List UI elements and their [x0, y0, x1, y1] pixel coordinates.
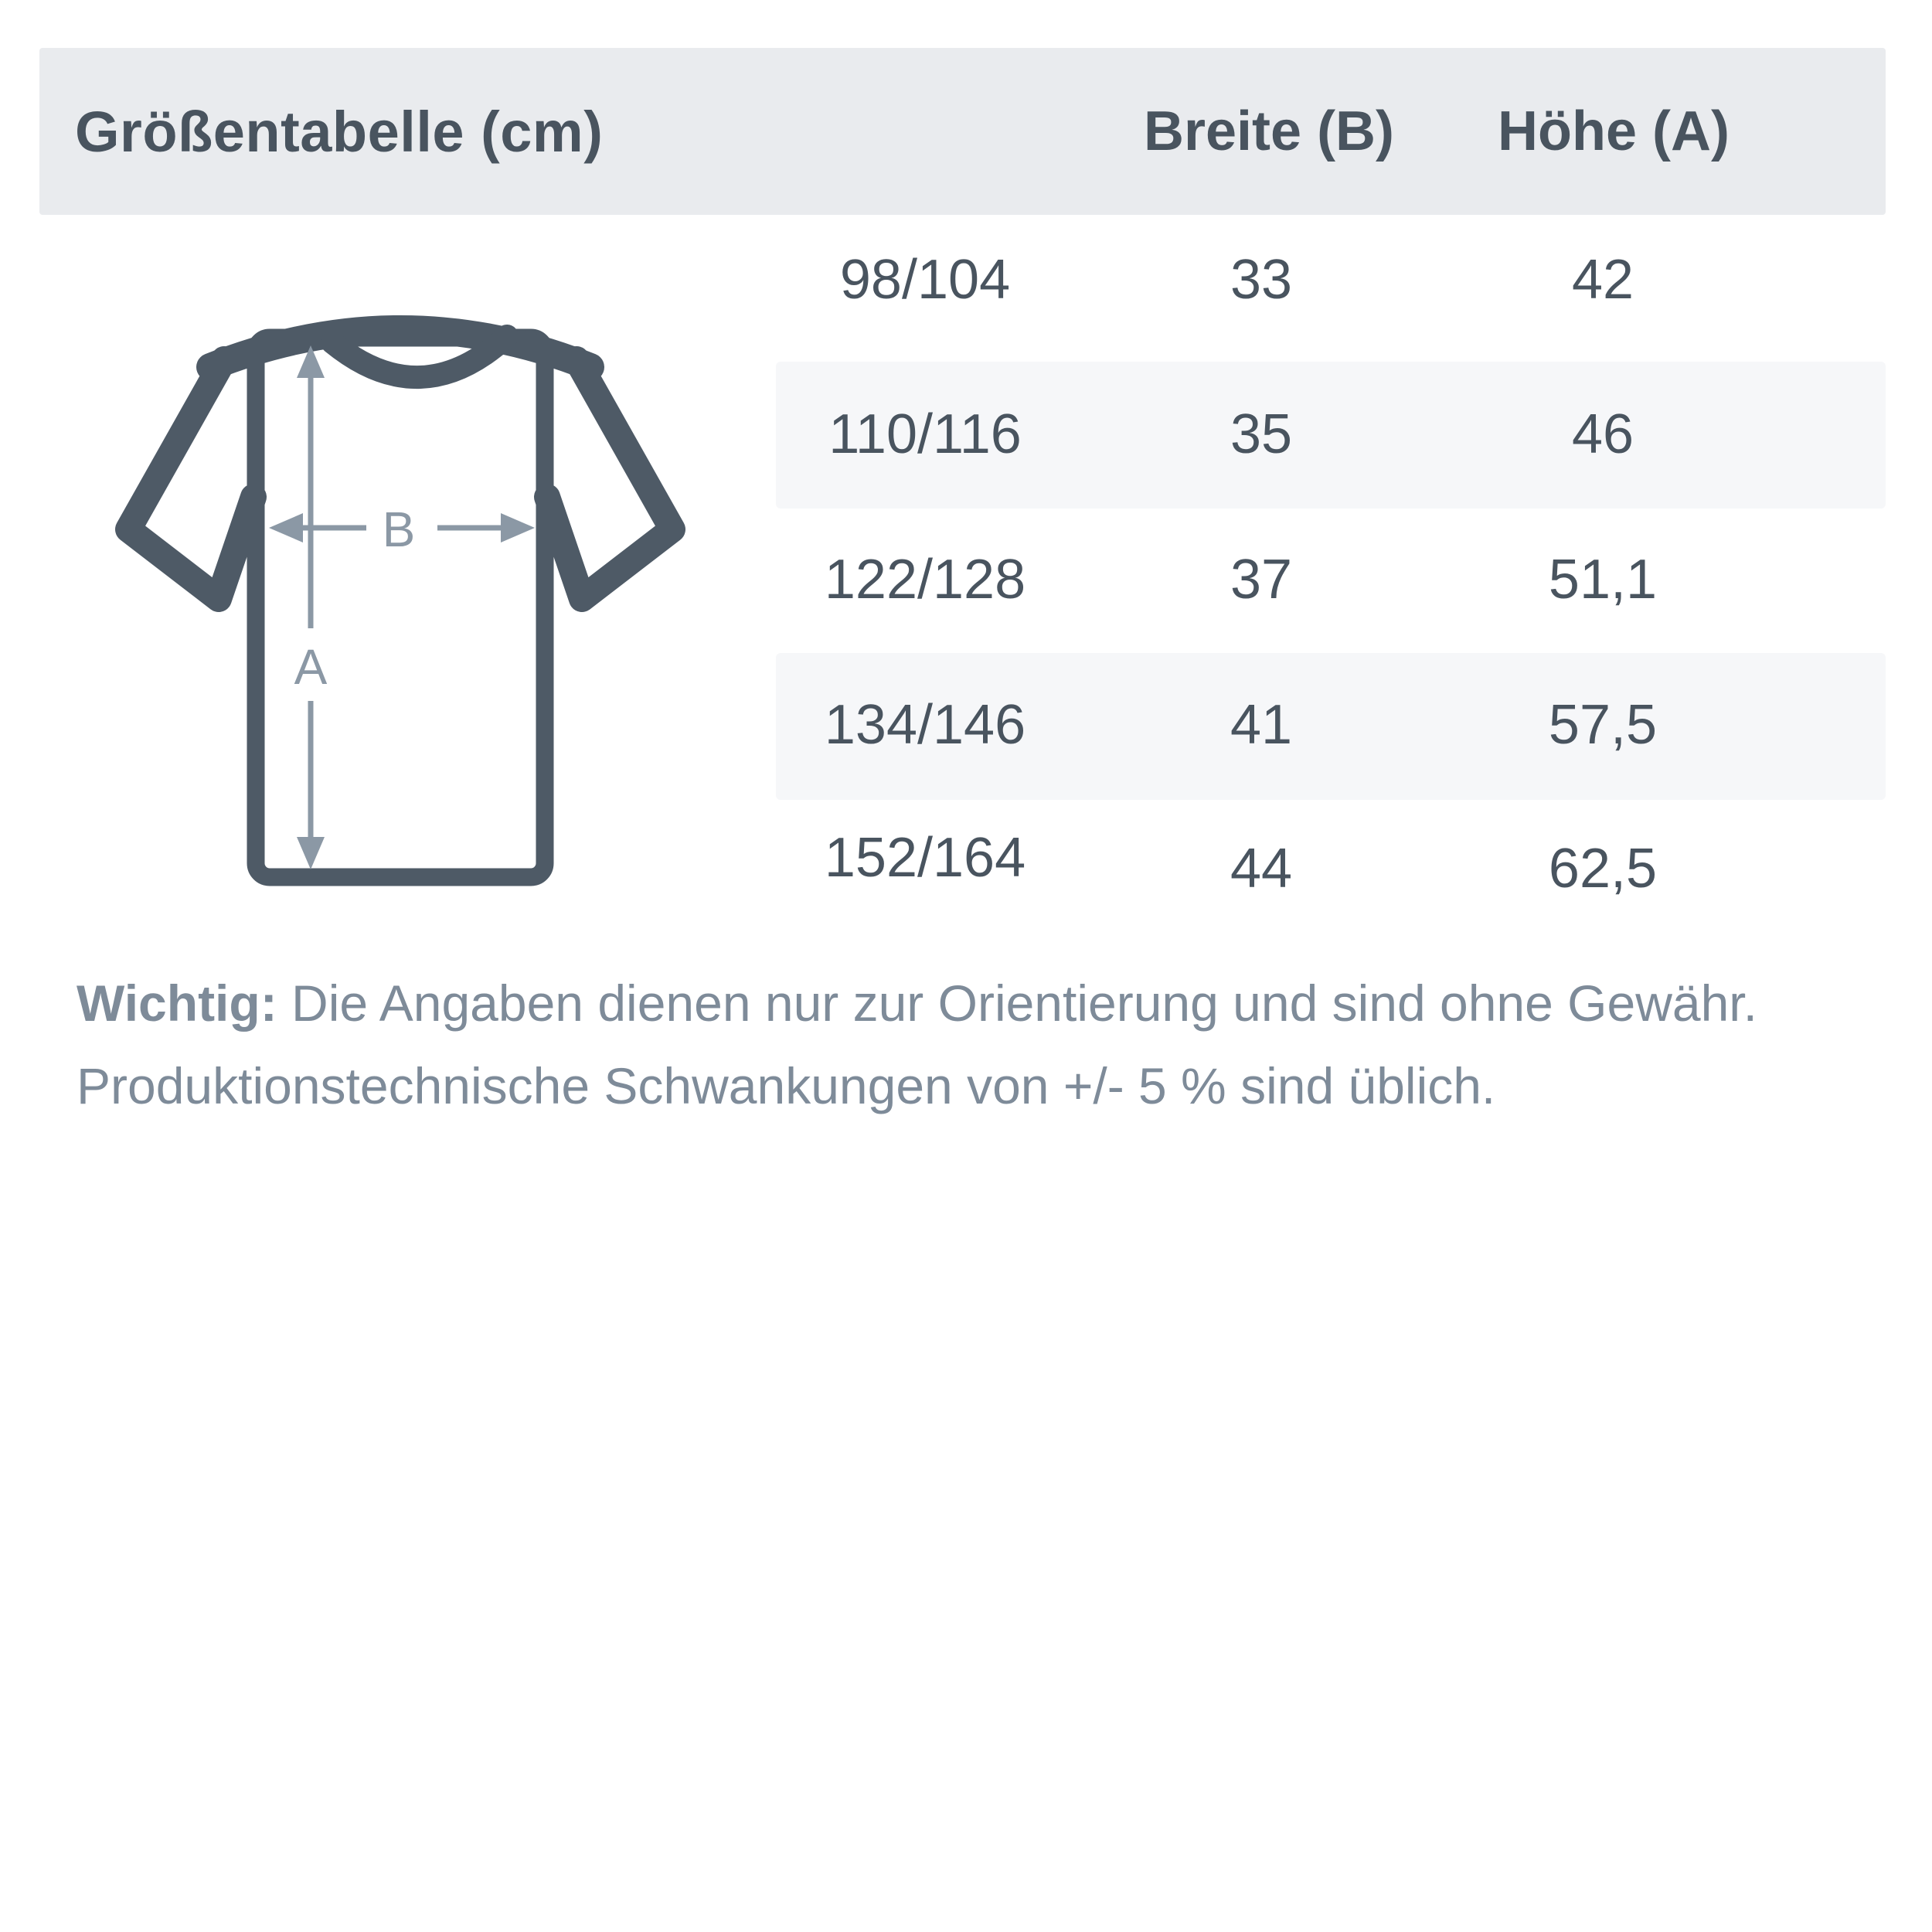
- size-value: 134/146: [824, 694, 1026, 756]
- height-label-a: A: [294, 639, 328, 695]
- size-value: 98/104: [839, 249, 1011, 311]
- note-line-2: Produktionstechnische Schwankungen von +…: [77, 1057, 1496, 1114]
- row-stripe: [776, 362, 1886, 509]
- collar: [321, 325, 519, 389]
- arrow-right-icon: [501, 513, 535, 543]
- arrow-down-icon: [297, 837, 325, 869]
- hoehe-value: 57,5: [1548, 694, 1658, 756]
- hoehe-value: 46: [1571, 403, 1634, 465]
- arrow-up-icon: [297, 345, 325, 378]
- width-label-b: B: [383, 502, 416, 557]
- size-value: 122/128: [824, 549, 1026, 611]
- b-arrow-shaft: [300, 525, 366, 531]
- measurement-arrows: A B: [269, 345, 535, 869]
- tshirt-icon: A B: [115, 315, 685, 886]
- row-stripe: [776, 653, 1886, 800]
- right-sleeve: [534, 346, 685, 612]
- note-line-1-text: Die Angaben dienen nur zur Orientierung …: [277, 975, 1757, 1032]
- hoehe-value: 51,1: [1548, 549, 1658, 611]
- arrow-left-icon: [269, 513, 303, 543]
- shoulder-band: [196, 315, 604, 381]
- tshirt-measurement-diagram: A B: [77, 298, 711, 908]
- table-header-band: Größentabelle (cm) Breite (B) Höhe (A): [39, 48, 1886, 215]
- table-row: 134/146 41 57,5: [0, 652, 1932, 798]
- column-header-hoehe: Höhe (A): [1498, 100, 1730, 162]
- breite-value: 35: [1230, 403, 1293, 465]
- note-line-1: Wichtig: Die Angaben dienen nur zur Orie…: [77, 962, 1900, 1045]
- breite-value: 37: [1230, 549, 1293, 611]
- column-header-breite: Breite (B): [1143, 100, 1395, 162]
- disclaimer-note: Wichtig: Die Angaben dienen nur zur Orie…: [77, 962, 1900, 1128]
- a-arrow-shaft: [308, 701, 314, 842]
- page-title: Größentabelle (cm): [75, 99, 604, 164]
- table-row: 110/116 35 46: [0, 362, 1932, 507]
- size-value: 110/116: [828, 403, 1022, 465]
- table-row: 122/128 37 51,1: [0, 507, 1932, 652]
- breite-value: 33: [1230, 249, 1293, 311]
- size-value: 152/164: [824, 827, 1026, 889]
- left-sleeve: [115, 346, 267, 612]
- table-row: 152/164 44 62,5: [0, 785, 1932, 930]
- note-important-label: Wichtig:: [77, 975, 277, 1032]
- breite-value: 41: [1230, 694, 1293, 756]
- breite-value: 44: [1230, 838, 1293, 900]
- hoehe-value: 62,5: [1548, 838, 1658, 900]
- table-row: 98/104 33 42: [0, 207, 1932, 352]
- hoehe-value: 42: [1571, 249, 1634, 311]
- b-arrow-shaft: [437, 525, 504, 531]
- a-arrow-shaft: [308, 375, 314, 628]
